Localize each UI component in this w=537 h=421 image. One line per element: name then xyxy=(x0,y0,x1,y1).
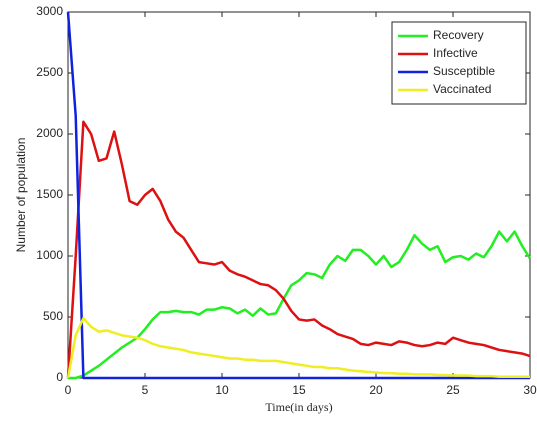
y-axis-label: Number of population xyxy=(14,138,28,253)
x-tick-label: 25 xyxy=(446,383,460,397)
y-tick-label: 1500 xyxy=(36,187,63,201)
y-tick-label: 3000 xyxy=(36,4,63,18)
x-tick-label: 15 xyxy=(292,383,306,397)
x-tick-label: 5 xyxy=(142,383,149,397)
x-tick-label: 20 xyxy=(369,383,383,397)
legend-label: Recovery xyxy=(433,28,484,42)
line-series xyxy=(66,120,531,379)
y-tick-label: 2500 xyxy=(36,65,63,79)
y-tick-label: 2000 xyxy=(36,126,63,140)
x-tick-label: 0 xyxy=(65,383,72,397)
y-tick-label: 0 xyxy=(56,370,63,384)
line-series xyxy=(68,230,532,380)
x-axis-label: Time(in days) xyxy=(265,400,332,414)
line-series xyxy=(66,316,530,379)
line-series xyxy=(66,11,530,380)
legend-label: Vaccinated xyxy=(433,82,491,96)
y-tick-label: 500 xyxy=(43,309,63,323)
x-tick-label: 10 xyxy=(215,383,229,397)
y-tick-label: 1000 xyxy=(36,248,63,262)
legend-label: Infective xyxy=(433,46,478,60)
x-tick-label: 30 xyxy=(523,383,537,397)
legend-label: Susceptible xyxy=(433,64,495,78)
